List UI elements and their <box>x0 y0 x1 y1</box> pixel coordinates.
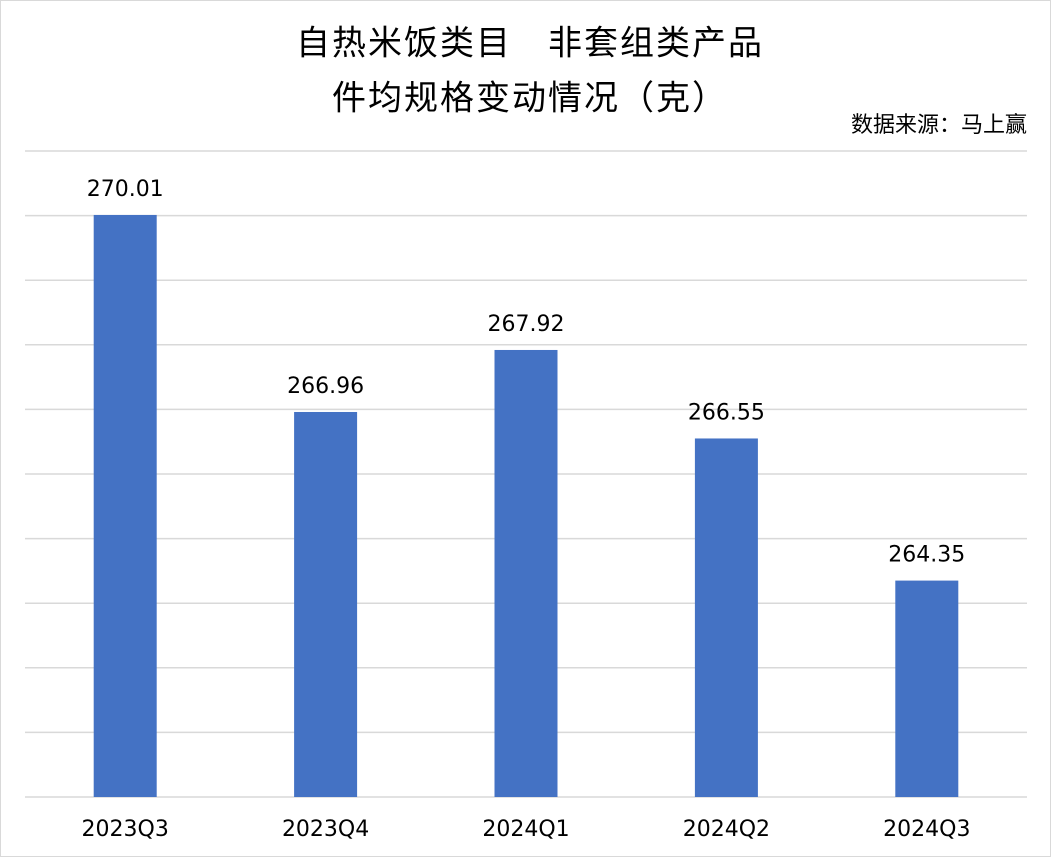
x-tick-label: 2024Q2 <box>683 817 770 842</box>
bar <box>494 349 558 797</box>
bar <box>895 580 959 797</box>
x-tick-label: 2024Q3 <box>883 817 970 842</box>
chart-title: 件均规格变动情况（克） <box>332 79 728 119</box>
data-label: 270.01 <box>87 177 164 202</box>
data-label: 264.35 <box>888 543 965 568</box>
source-note: 数据来源：马上赢 <box>851 113 1027 138</box>
x-tick-label: 2023Q3 <box>82 817 169 842</box>
bar <box>294 411 358 797</box>
data-label: 267.92 <box>488 312 565 337</box>
data-label: 266.96 <box>287 374 364 399</box>
x-tick-label: 2024Q1 <box>482 817 569 842</box>
bar <box>694 438 758 797</box>
chart-title: 自热米饭类目 非套组类产品 <box>296 24 764 64</box>
data-label: 266.55 <box>688 400 765 425</box>
x-tick-label: 2023Q4 <box>282 817 369 842</box>
bar <box>93 214 157 798</box>
